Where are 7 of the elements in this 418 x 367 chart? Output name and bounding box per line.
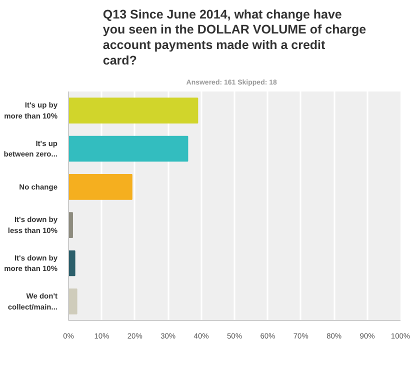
bar bbox=[68, 212, 73, 238]
chart-title: Q13 Since June 2014, what change have you seen in the DOLLAR VOLUME of charge account payments made with a credit card? bbox=[102, 7, 366, 68]
bar bbox=[68, 98, 198, 124]
bar bbox=[68, 250, 76, 276]
bar bbox=[68, 288, 78, 314]
bar bbox=[68, 136, 188, 162]
bar bbox=[68, 174, 132, 200]
